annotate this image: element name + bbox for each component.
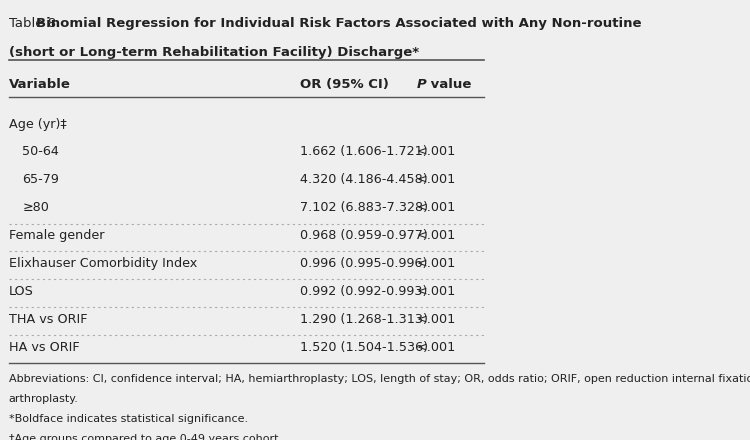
Text: 65-79: 65-79	[22, 173, 59, 187]
Text: HA vs ORIF: HA vs ORIF	[9, 341, 80, 354]
Text: 0.968 (0.959-0.977): 0.968 (0.959-0.977)	[300, 229, 427, 242]
Text: Abbreviations: CI, confidence interval; HA, hemiarthroplasty; LOS, length of sta: Abbreviations: CI, confidence interval; …	[9, 374, 750, 384]
Text: LOS: LOS	[9, 285, 34, 298]
Text: 7.102 (6.883-7.328): 7.102 (6.883-7.328)	[300, 201, 427, 214]
Text: 50-64: 50-64	[22, 146, 59, 158]
Text: Female gender: Female gender	[9, 229, 104, 242]
Text: 1.290 (1.268-1.313): 1.290 (1.268-1.313)	[300, 313, 427, 326]
Text: 4.320 (4.186-4.458): 4.320 (4.186-4.458)	[300, 173, 427, 187]
Text: value: value	[427, 78, 472, 91]
Text: 1.662 (1.606-1.721): 1.662 (1.606-1.721)	[300, 146, 427, 158]
Text: THA vs ORIF: THA vs ORIF	[9, 313, 87, 326]
Text: <.001: <.001	[416, 173, 455, 187]
Text: <.001: <.001	[416, 201, 455, 214]
Text: 0.992 (0.992-0.993): 0.992 (0.992-0.993)	[300, 285, 427, 298]
Text: <.001: <.001	[416, 285, 455, 298]
Text: 1.520 (1.504-1.536): 1.520 (1.504-1.536)	[300, 341, 427, 354]
Text: Variable: Variable	[9, 78, 70, 91]
Text: *Boldface indicates statistical significance.: *Boldface indicates statistical signific…	[9, 414, 248, 424]
Text: arthroplasty.: arthroplasty.	[9, 394, 79, 404]
Text: <.001: <.001	[416, 341, 455, 354]
Text: <.001: <.001	[416, 313, 455, 326]
Text: Age (yr)‡: Age (yr)‡	[9, 117, 67, 131]
Text: ‡Age groups compared to age 0-49 years cohort.: ‡Age groups compared to age 0-49 years c…	[9, 434, 282, 440]
Text: P: P	[416, 78, 426, 91]
Text: 0.996 (0.995-0.996): 0.996 (0.995-0.996)	[300, 257, 427, 270]
Text: ≥80: ≥80	[22, 201, 50, 214]
Text: OR (95% CI): OR (95% CI)	[300, 78, 388, 91]
Text: <.001: <.001	[416, 229, 455, 242]
Text: (short or Long-term Rehabilitation Facility) Discharge*: (short or Long-term Rehabilitation Facil…	[9, 46, 419, 59]
Text: Elixhauser Comorbidity Index: Elixhauser Comorbidity Index	[9, 257, 197, 270]
Text: Table 8.: Table 8.	[9, 17, 64, 30]
Text: Binomial Regression for Individual Risk Factors Associated with Any Non-routine: Binomial Regression for Individual Risk …	[36, 17, 642, 30]
Text: <.001: <.001	[416, 257, 455, 270]
Text: <.001: <.001	[416, 146, 455, 158]
